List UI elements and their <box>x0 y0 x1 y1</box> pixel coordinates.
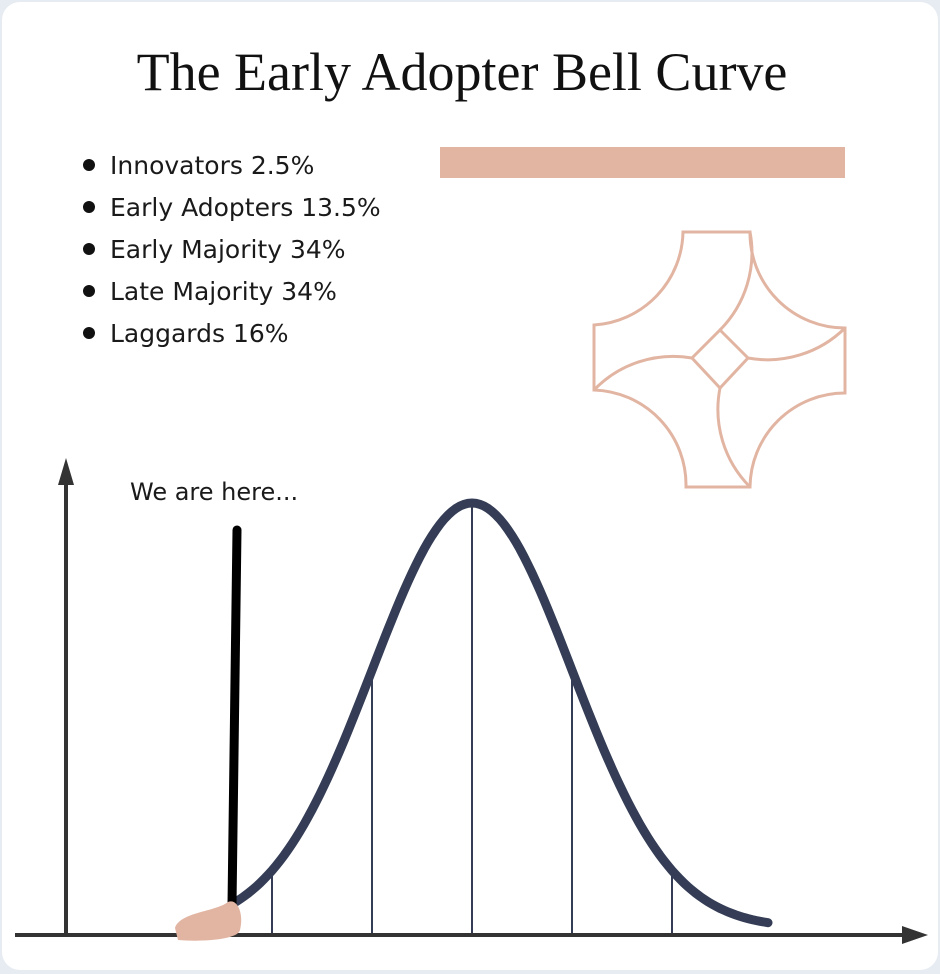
list-item: Laggards 16% <box>110 319 289 348</box>
title: The Early Adopter Bell Curve <box>137 42 788 102</box>
list-item: Early Adopters 13.5% <box>110 193 381 222</box>
annotation: We are here... <box>130 478 298 506</box>
infographic: The Early Adopter Bell Curve Innovators … <box>0 0 940 974</box>
list-item: Late Majority 34% <box>110 277 337 306</box>
bullet <box>83 285 95 297</box>
bullet <box>83 243 95 255</box>
stick-figure-leg <box>232 530 237 905</box>
bullet <box>83 201 95 213</box>
list-item: Early Majority 34% <box>110 235 346 264</box>
bullet <box>83 327 95 339</box>
accent-bar <box>440 147 845 178</box>
bullet <box>83 159 95 171</box>
list-item: Innovators 2.5% <box>110 151 314 180</box>
